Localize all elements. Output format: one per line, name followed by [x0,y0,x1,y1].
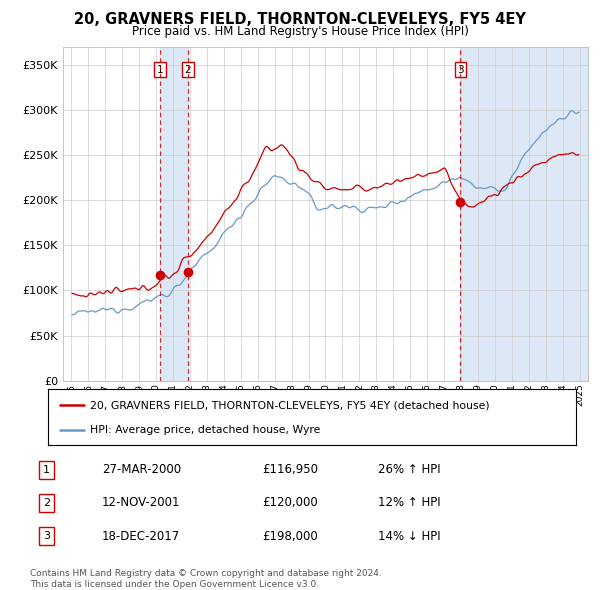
Text: 2: 2 [43,498,50,508]
Text: 2: 2 [185,65,191,75]
Text: 12-NOV-2001: 12-NOV-2001 [102,496,180,510]
Text: Price paid vs. HM Land Registry's House Price Index (HPI): Price paid vs. HM Land Registry's House … [131,25,469,38]
Text: 1: 1 [43,465,50,475]
Text: 18-DEC-2017: 18-DEC-2017 [102,529,180,543]
Text: £116,950: £116,950 [262,463,318,477]
Text: 3: 3 [457,65,464,75]
Text: 3: 3 [43,531,50,541]
Text: 1: 1 [157,65,164,75]
Text: HPI: Average price, detached house, Wyre: HPI: Average price, detached house, Wyre [90,425,320,435]
Text: 14% ↓ HPI: 14% ↓ HPI [378,529,440,543]
Text: £198,000: £198,000 [262,529,317,543]
Text: 20, GRAVNERS FIELD, THORNTON-CLEVELEYS, FY5 4EY: 20, GRAVNERS FIELD, THORNTON-CLEVELEYS, … [74,12,526,27]
Text: Contains HM Land Registry data © Crown copyright and database right 2024.
This d: Contains HM Land Registry data © Crown c… [30,569,382,589]
Text: £120,000: £120,000 [262,496,317,510]
Text: 12% ↑ HPI: 12% ↑ HPI [378,496,440,510]
Text: 20, GRAVNERS FIELD, THORNTON-CLEVELEYS, FY5 4EY (detached house): 20, GRAVNERS FIELD, THORNTON-CLEVELEYS, … [90,400,490,410]
Text: 27-MAR-2000: 27-MAR-2000 [102,463,181,477]
Text: 26% ↑ HPI: 26% ↑ HPI [378,463,440,477]
